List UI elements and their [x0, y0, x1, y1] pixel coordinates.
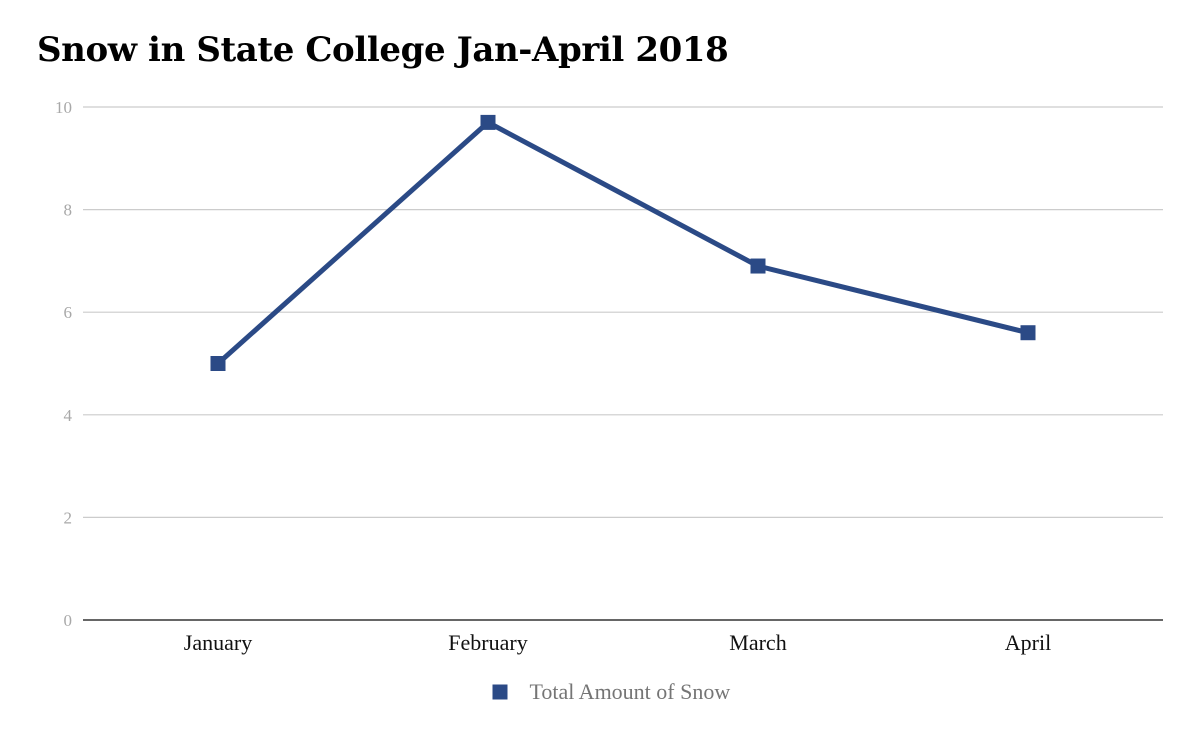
gridlines	[83, 106, 1163, 621]
y-tick-label: 10	[55, 98, 72, 117]
x-tick-label: April	[1005, 630, 1051, 655]
y-axis-ticks: 0 2 4 6 8 10	[55, 98, 73, 630]
data-point-marker	[750, 258, 766, 274]
y-tick-label: 4	[64, 406, 73, 425]
x-axis-ticks: January February March April	[184, 630, 1051, 655]
x-tick-label: February	[448, 630, 527, 655]
series-layer	[210, 114, 1036, 371]
data-point-marker	[210, 356, 226, 371]
data-point-marker	[480, 114, 496, 130]
legend: Total Amount of Snow	[492, 679, 731, 704]
y-tick-label: 6	[64, 303, 73, 322]
x-tick-label: March	[729, 630, 786, 655]
x-tick-label: January	[184, 630, 252, 655]
legend-marker	[492, 684, 508, 700]
chart-title: Snow in State College Jan-April 2018	[37, 30, 729, 70]
data-point-marker	[1020, 325, 1036, 341]
y-tick-label: 8	[64, 201, 73, 220]
series-line	[215, 119, 1031, 366]
y-tick-label: 0	[64, 611, 73, 630]
y-tick-label: 2	[64, 508, 73, 527]
legend-label: Total Amount of Snow	[530, 679, 731, 704]
